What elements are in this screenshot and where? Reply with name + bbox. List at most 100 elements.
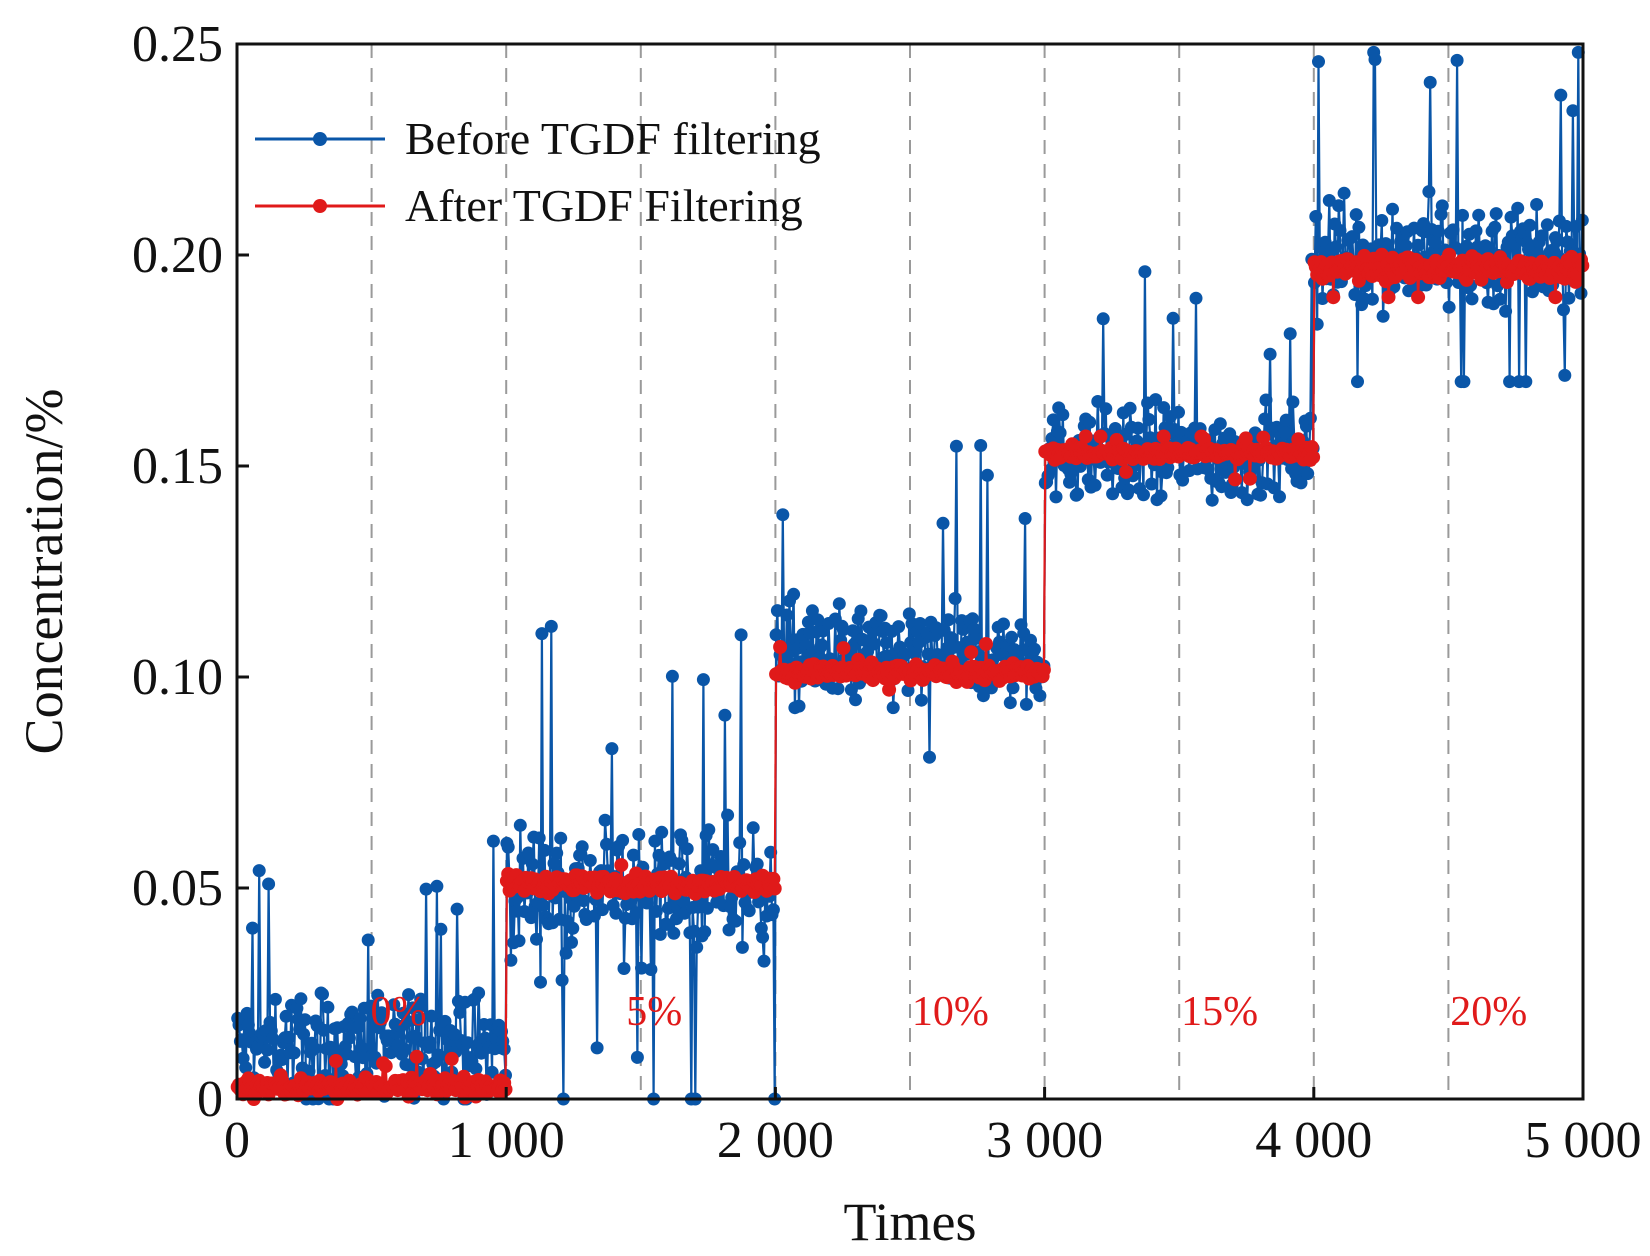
data-point bbox=[239, 1061, 253, 1075]
data-point bbox=[371, 988, 385, 1002]
data-point bbox=[1530, 198, 1544, 211]
data-point bbox=[1381, 290, 1396, 305]
data-point bbox=[964, 645, 979, 660]
y-tick-label: 0.20 bbox=[132, 227, 223, 284]
data-point bbox=[1326, 290, 1341, 305]
data-point bbox=[1469, 224, 1483, 238]
data-point bbox=[1511, 201, 1525, 215]
data-point bbox=[792, 699, 806, 713]
data-point bbox=[665, 669, 679, 683]
data-point bbox=[757, 954, 771, 968]
data-point bbox=[1411, 290, 1426, 305]
data-point bbox=[879, 636, 893, 650]
data-point bbox=[1442, 300, 1456, 314]
data-point bbox=[1540, 218, 1554, 232]
y-tick-label: 0.05 bbox=[132, 860, 223, 917]
data-point bbox=[773, 640, 788, 654]
data-point bbox=[1263, 347, 1277, 361]
data-point bbox=[246, 921, 259, 935]
data-point bbox=[328, 1054, 343, 1068]
data-point bbox=[1312, 55, 1325, 69]
segment-label: 10% bbox=[912, 989, 989, 1035]
data-point bbox=[1399, 239, 1413, 253]
data-point bbox=[629, 906, 643, 920]
x-tick-label: 5 000 bbox=[1525, 1112, 1642, 1169]
data-point bbox=[1283, 327, 1297, 341]
data-point bbox=[1333, 224, 1347, 237]
data-point bbox=[532, 831, 546, 845]
data-point bbox=[1108, 422, 1122, 435]
data-point bbox=[1049, 490, 1063, 504]
data-point bbox=[967, 622, 981, 636]
data-point bbox=[854, 604, 868, 618]
data-point bbox=[1554, 88, 1568, 102]
data-point bbox=[414, 992, 428, 1006]
data-point bbox=[769, 628, 783, 642]
data-point bbox=[307, 1042, 321, 1055]
data-point bbox=[1099, 402, 1113, 416]
data-point bbox=[605, 742, 619, 756]
data-point bbox=[1018, 512, 1032, 525]
data-point bbox=[1557, 303, 1570, 317]
data-point bbox=[648, 834, 662, 848]
data-point bbox=[616, 833, 630, 847]
data-point bbox=[1310, 317, 1324, 331]
data-point bbox=[453, 1006, 467, 1019]
data-point bbox=[737, 858, 751, 872]
data-point bbox=[1332, 199, 1346, 213]
segment-label: 20% bbox=[1450, 989, 1527, 1035]
data-point bbox=[495, 1025, 508, 1038]
data-point bbox=[653, 927, 667, 941]
data-point bbox=[632, 828, 646, 841]
legend-label-before: Before TGDF filtering bbox=[405, 113, 821, 164]
segment-label: 15% bbox=[1181, 989, 1258, 1035]
data-point bbox=[836, 623, 850, 637]
data-point bbox=[577, 894, 591, 908]
data-point bbox=[672, 857, 686, 871]
data-point bbox=[997, 617, 1010, 631]
data-point bbox=[434, 922, 448, 936]
data-point bbox=[1242, 471, 1257, 486]
data-point bbox=[287, 1046, 301, 1060]
data-point bbox=[425, 1009, 438, 1023]
data-point bbox=[268, 992, 282, 1006]
data-point bbox=[294, 992, 308, 1006]
data-point bbox=[555, 973, 569, 987]
data-point bbox=[1137, 488, 1150, 502]
data-point bbox=[512, 934, 526, 948]
data-point bbox=[1228, 472, 1243, 487]
data-point bbox=[941, 613, 955, 627]
data-point bbox=[1558, 368, 1572, 382]
data-point bbox=[811, 613, 825, 627]
data-point bbox=[1056, 408, 1070, 422]
x-tick-label: 3 000 bbox=[986, 1112, 1103, 1169]
data-point bbox=[680, 842, 694, 856]
data-point bbox=[497, 1042, 511, 1056]
data-point bbox=[554, 831, 568, 845]
data-point bbox=[598, 813, 612, 827]
data-point bbox=[914, 693, 928, 707]
data-point bbox=[1189, 291, 1203, 305]
data-point bbox=[1562, 291, 1576, 305]
data-point bbox=[1483, 242, 1496, 256]
data-point bbox=[1457, 375, 1471, 389]
data-point bbox=[262, 877, 276, 891]
data-point bbox=[617, 962, 631, 975]
data-point bbox=[1033, 689, 1047, 703]
data-point bbox=[1423, 75, 1437, 89]
data-point bbox=[409, 1049, 424, 1064]
data-point bbox=[378, 1059, 393, 1074]
data-point bbox=[1493, 292, 1507, 306]
data-point bbox=[1078, 429, 1093, 444]
data-point bbox=[690, 940, 704, 954]
x-axis-title: Times bbox=[843, 1192, 976, 1252]
data-point bbox=[630, 1050, 644, 1064]
data-point bbox=[702, 823, 716, 837]
y-axis-ticks: 0 0.05 0.10 0.15 0.20 0.25 bbox=[132, 16, 249, 1128]
data-point bbox=[1161, 461, 1175, 475]
data-point bbox=[776, 508, 790, 522]
data-point bbox=[316, 987, 329, 1001]
data-point bbox=[387, 998, 401, 1012]
data-point bbox=[1071, 487, 1085, 501]
data-point bbox=[966, 612, 980, 626]
